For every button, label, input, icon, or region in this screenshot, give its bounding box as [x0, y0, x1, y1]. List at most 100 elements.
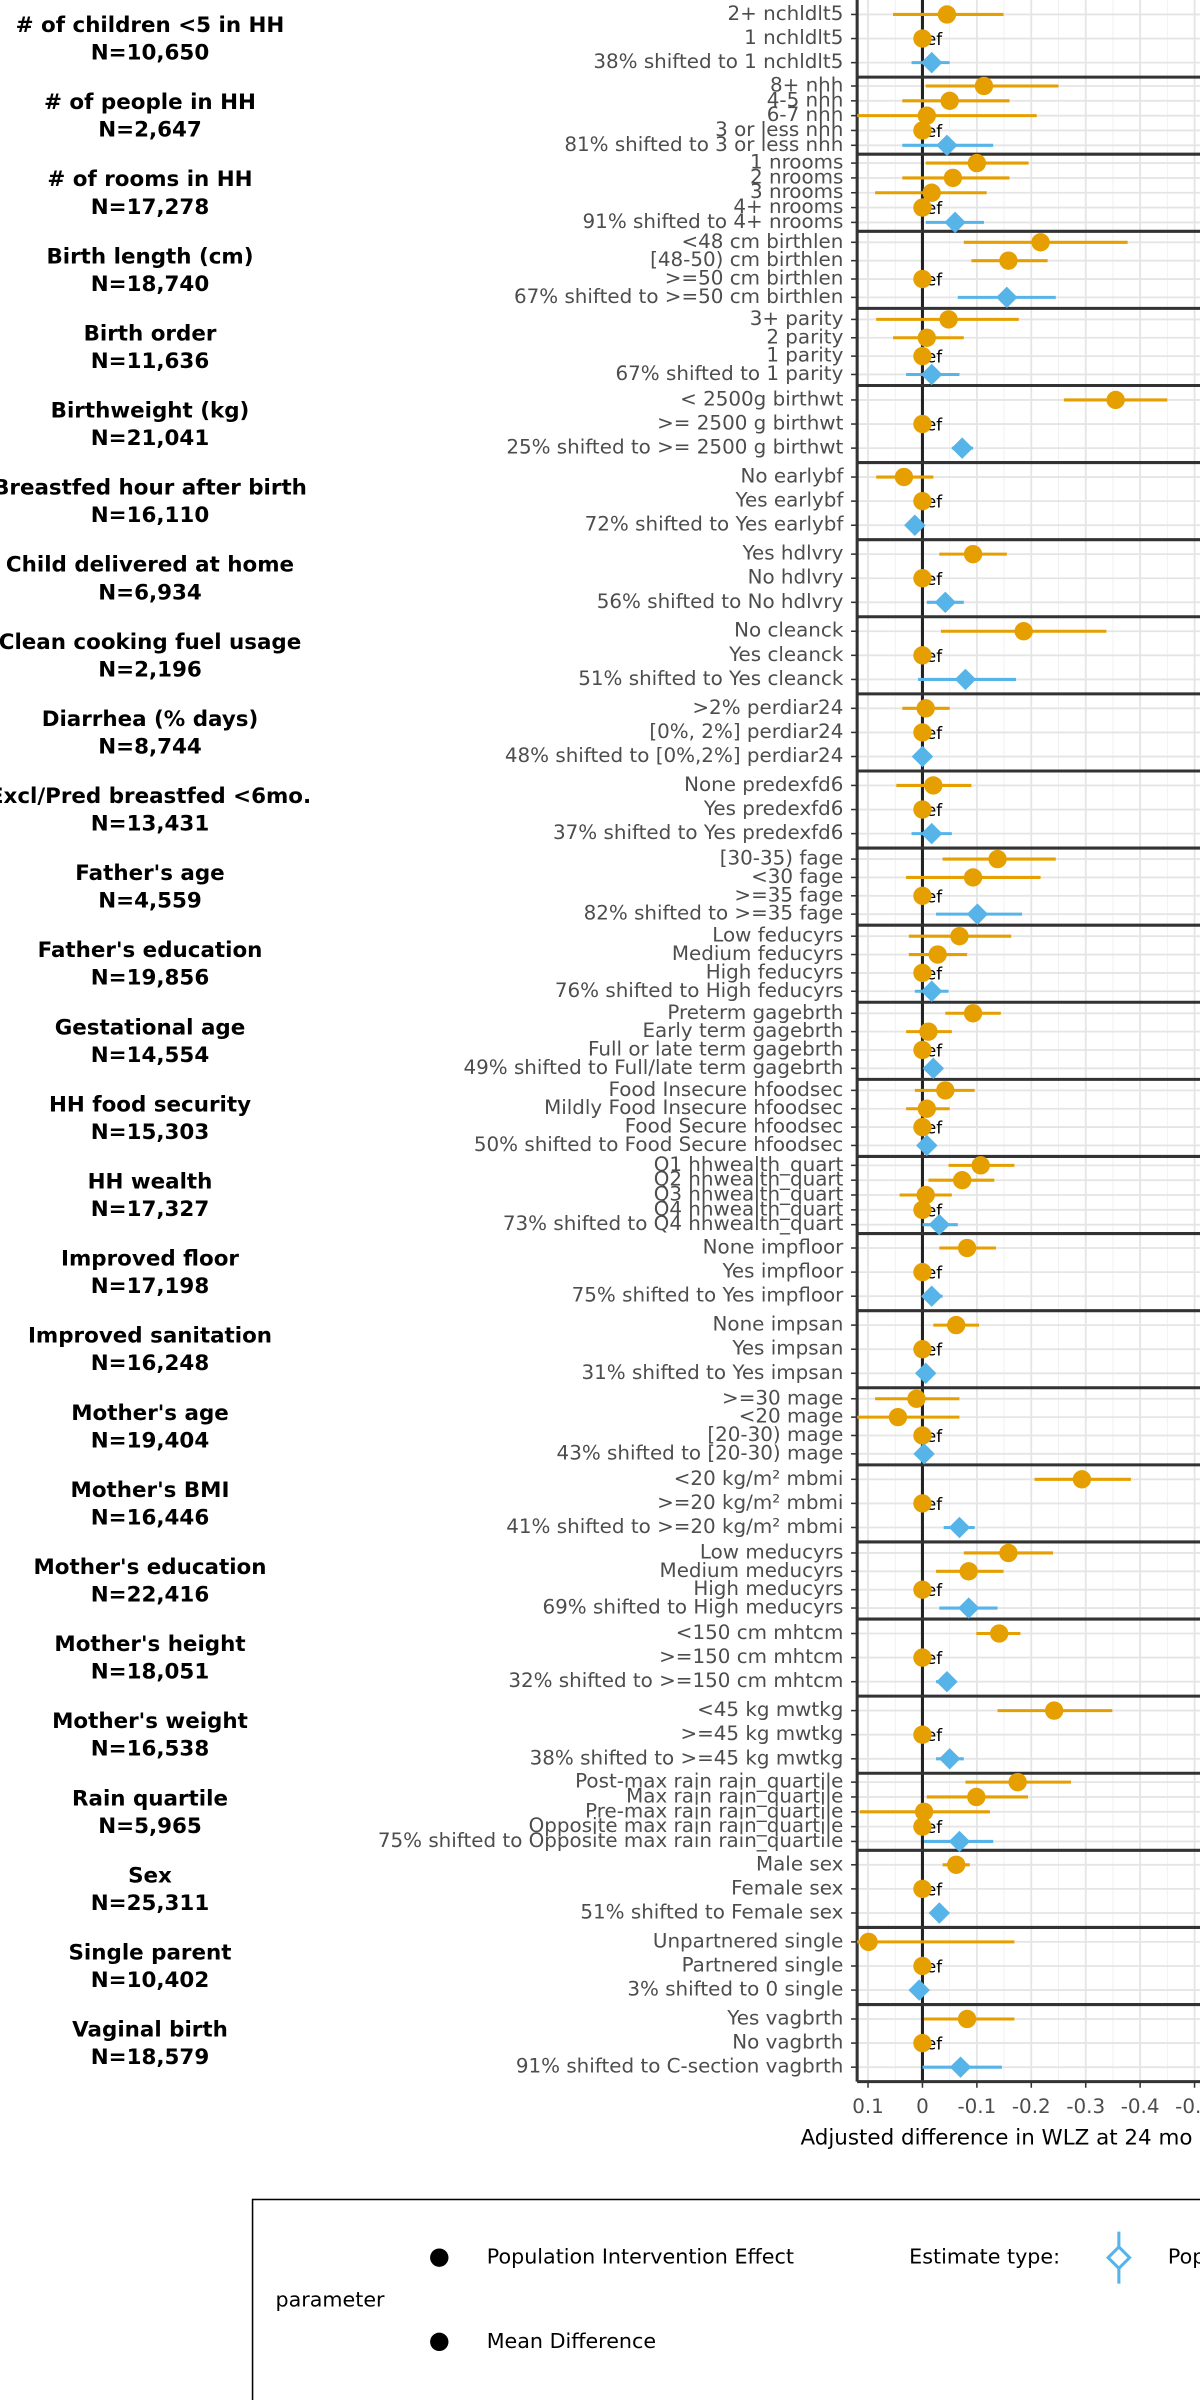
- group-title: # of rooms in HH: [47, 167, 252, 192]
- row-label: 6-7 nhh: [767, 103, 844, 126]
- group-title: Excl/Pred breastfed <6mo.: [0, 784, 311, 809]
- estimate-point: [913, 1648, 932, 1667]
- row-label: 76% shifted to High feducyrs: [555, 979, 844, 1002]
- row-label: Post-max rain rain_quartile: [575, 1770, 843, 1793]
- row-label: Mildly Food Insecure hfoodsec: [544, 1096, 843, 1119]
- estimate-point: [907, 1389, 926, 1408]
- row-label: 75% shifted to Opposite max rain rain_qu…: [378, 1829, 844, 1852]
- group-title: Mother's age: [71, 1401, 229, 1426]
- estimate-point: [999, 251, 1018, 270]
- row-label: Low feducyrs: [712, 924, 843, 947]
- row-label: <48 cm birthlen: [681, 230, 843, 253]
- row-label: 43% shifted to [20-30) mage: [557, 1441, 844, 1464]
- row-label: Medium feducyrs: [672, 942, 843, 965]
- group-n: N=10,402: [91, 1968, 209, 1993]
- row-label: 3 nrooms: [750, 180, 843, 203]
- estimate-point: [913, 886, 932, 905]
- row-label: 75% shifted to Yes impfloor: [572, 1284, 845, 1307]
- estimate-point: [936, 1081, 955, 1100]
- estimate-point: [963, 1004, 983, 1023]
- group-title: Single parent: [69, 1940, 232, 1965]
- row-label: Food Insecure hfoodsec: [608, 1078, 843, 1101]
- row-label: [20-30) mage: [707, 1423, 843, 1446]
- row-label: 8+ nhh: [770, 73, 843, 96]
- estimate-point: [947, 1855, 966, 1874]
- row-label: [48-50) cm birthlen: [650, 248, 843, 271]
- row-label: 31% shifted to Yes impsan: [581, 1361, 843, 1384]
- legend-key: [1105, 2244, 1132, 2271]
- group-n: N=17,278: [91, 195, 209, 220]
- legend-title: Estimate type:: [909, 2245, 1060, 2269]
- estimate-point: [917, 1099, 936, 1118]
- estimate-point: [913, 1443, 935, 1465]
- legend-label: Population Intervention Effect: [1168, 2245, 1200, 2269]
- estimate-point: [920, 363, 943, 386]
- group-title: Clean cooking fuel usage: [0, 630, 301, 655]
- row-label: Early term gagebrth: [643, 1019, 844, 1042]
- estimate-point: [913, 569, 932, 588]
- row-label: 67% shifted to 1 parity: [616, 362, 844, 385]
- estimate-point: [913, 1426, 932, 1445]
- estimate-point: [990, 1624, 1009, 1643]
- estimate-point: [936, 1670, 958, 1693]
- row-label: 72% shifted to Yes earlybf: [585, 513, 845, 536]
- estimate-point: [913, 1040, 932, 1060]
- row-label: 3% shifted to 0 single: [627, 1978, 843, 2001]
- row-label: Yes hdlvry: [742, 542, 844, 565]
- estimate-point: [963, 544, 983, 564]
- row-label: 67% shifted to >=50 cm birthlen: [514, 285, 843, 308]
- x-tick-label: -0.1: [957, 2095, 996, 2118]
- row-label: >2% perdiar24: [692, 696, 843, 719]
- row-label: 4-5 nhh: [767, 88, 844, 111]
- group-n: N=15,303: [91, 1120, 209, 1145]
- row-label: 32% shifted to >=150 cm mhtcm: [508, 1669, 843, 1692]
- estimate-point: [928, 1902, 951, 1924]
- legend-key: [430, 2332, 449, 2352]
- estimate-point: [1072, 1470, 1092, 1489]
- group-title: HH wealth: [88, 1169, 213, 1194]
- estimate-point: [920, 980, 943, 1002]
- row-label: 82% shifted to >=35 fage: [584, 902, 844, 925]
- row-label: 41% shifted to >=20 kg/m² mbmi: [506, 1515, 843, 1538]
- estimate-point: [913, 1340, 932, 1359]
- row-label: 51% shifted to Female sex: [580, 1900, 843, 1923]
- group-title: Father's age: [75, 861, 224, 886]
- group-title: HH food security: [49, 1092, 251, 1117]
- estimate-point: [951, 437, 973, 459]
- estimate-point: [916, 1134, 938, 1157]
- x-tick-label: -0.3: [1066, 2095, 1105, 2118]
- row-label: Max rain rain_quartile: [626, 1784, 843, 1807]
- estimate-point: [959, 1562, 978, 1581]
- estimate-point: [914, 1802, 934, 1821]
- group-n: N=14,554: [91, 1043, 209, 1068]
- row-label: No vagbrth: [732, 2031, 843, 2054]
- estimate-point: [1106, 390, 1125, 410]
- row-label: Yes earlybf: [734, 489, 844, 512]
- marks-layer: refrefrefrefrefrefrefrefrefrefrefrefrefr…: [857, 5, 1168, 2078]
- estimate-point: [957, 1597, 980, 1619]
- group-title: Birth order: [84, 321, 217, 346]
- estimate-point: [915, 1362, 937, 1385]
- estimate-point: [922, 183, 941, 202]
- estimate-point: [952, 1171, 972, 1190]
- grid-layer: [857, 0, 1200, 2082]
- group-title: Birthweight (kg): [51, 399, 250, 424]
- row-label: Yes predexfd6: [703, 797, 844, 820]
- estimate-point: [913, 1725, 932, 1744]
- x-tick-label: 0.1: [852, 2095, 884, 2118]
- row-label: 4+ nrooms: [733, 195, 843, 218]
- estimate-point: [938, 1748, 961, 1770]
- group-title: Birth length (cm): [46, 244, 253, 269]
- row-label: Q3 hhwealth_quart: [654, 1183, 844, 1206]
- estimate-point: [943, 168, 963, 188]
- row-label: High feducyrs: [706, 960, 844, 983]
- group-title: Breastfed hour after birth: [0, 476, 307, 501]
- group-title: # of people in HH: [44, 90, 256, 115]
- group-n: N=18,579: [91, 2045, 209, 2070]
- estimate-point: [957, 1238, 977, 1258]
- row-label: Q4 hhwealth_quart: [654, 1197, 844, 1220]
- row-label: 38% shifted to >=45 kg mwtkg: [530, 1746, 844, 1769]
- estimate-point: [940, 91, 959, 111]
- row-label: None impfloor: [703, 1236, 845, 1259]
